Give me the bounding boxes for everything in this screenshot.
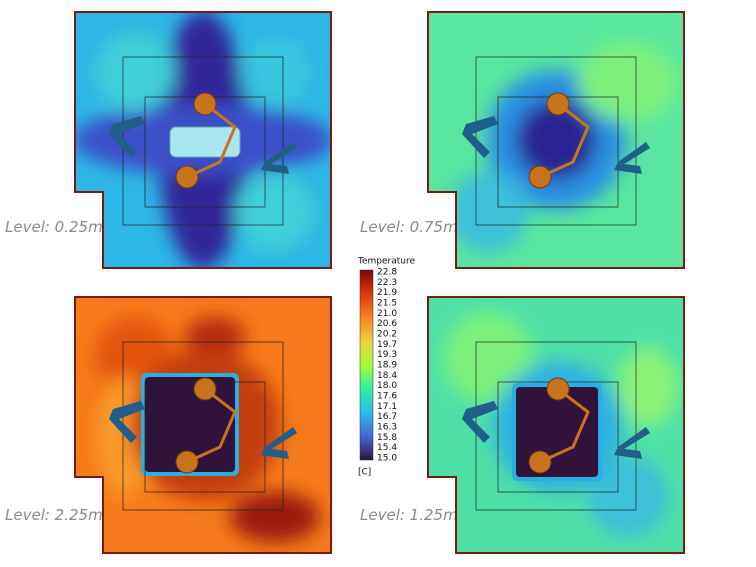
temperature-field: [428, 297, 684, 553]
diffuser: [261, 142, 297, 174]
colorbar-tick-label: 17.1: [377, 402, 397, 412]
colorbar-tick-label: 19.7: [377, 340, 397, 350]
level-label: Level: 0.75m: [360, 218, 458, 236]
field-blob: [235, 172, 315, 252]
colorbar-tick-label: 22.8: [377, 268, 397, 278]
field-blob: [443, 312, 533, 402]
diffuser: [614, 427, 650, 459]
temperature-field: [75, 297, 331, 553]
plan-outline: [74, 11, 332, 269]
field-blob: [578, 42, 678, 122]
diffuser: [462, 401, 498, 443]
field-blob: [618, 347, 678, 427]
cold-core: [145, 377, 235, 472]
field-blob: [95, 32, 175, 112]
plan-outline: [427, 11, 685, 269]
diffuser: [462, 116, 498, 158]
cold-core: [516, 387, 598, 477]
arm: [539, 102, 590, 179]
colorbar-tick-label: 17.6: [377, 392, 397, 402]
field-blob: [448, 172, 528, 252]
temperature-field: [428, 12, 684, 268]
level-label: Level: 2.25m: [5, 506, 103, 524]
field-blob: [516, 100, 596, 180]
plan-outline: [427, 296, 685, 554]
colorbar-tick-label: 18.0: [377, 381, 397, 391]
table: [169, 126, 241, 158]
arm: [186, 102, 237, 179]
colorbar-tick-label: 15.4: [377, 443, 397, 453]
colorbar-tick-label: 20.6: [377, 319, 397, 329]
field-blob: [185, 317, 245, 357]
field-blob: [240, 37, 310, 107]
colorbar-tick-label: 15.0: [377, 454, 397, 464]
colorbar: [359, 269, 374, 461]
field-blob: [588, 457, 668, 537]
colorbar-tick-label: 18.4: [377, 371, 397, 381]
arm: [539, 387, 590, 464]
colorbar-tick-label: 18.9: [377, 361, 397, 371]
colorbar-tick-label: 21.9: [377, 288, 397, 298]
floor-plan: [74, 11, 332, 269]
plan-outline: [74, 296, 332, 554]
colorbar-tick-label: 19.3: [377, 350, 397, 360]
floor-plan: [427, 11, 685, 269]
arm: [186, 387, 237, 464]
colorbar-tick-label: 15.8: [377, 433, 397, 443]
level-label: Level: 1.25m: [360, 506, 458, 524]
colorbar-tick-label: 21.0: [377, 309, 397, 319]
field-blobs: [448, 42, 678, 252]
level-label: Level: 0.25m: [5, 218, 103, 236]
diffuser: [261, 427, 297, 459]
colorbar-tick-label: 20.2: [377, 330, 397, 340]
diffuser: [109, 116, 145, 158]
colorbar-unit: [C]: [358, 468, 371, 478]
colorbar-tick-label: 22.3: [377, 278, 397, 288]
diffuser: [109, 401, 145, 443]
diffuser: [614, 142, 650, 174]
field-blob: [230, 492, 320, 542]
colorbar-tick-label: 21.5: [377, 299, 397, 309]
colorbar-tick-label: 16.7: [377, 412, 397, 422]
colorbar-tick-label: 16.3: [377, 423, 397, 433]
colorbar-title: Temperature: [357, 257, 415, 267]
floor-plan: [74, 296, 332, 554]
floor-plan: [427, 296, 685, 554]
